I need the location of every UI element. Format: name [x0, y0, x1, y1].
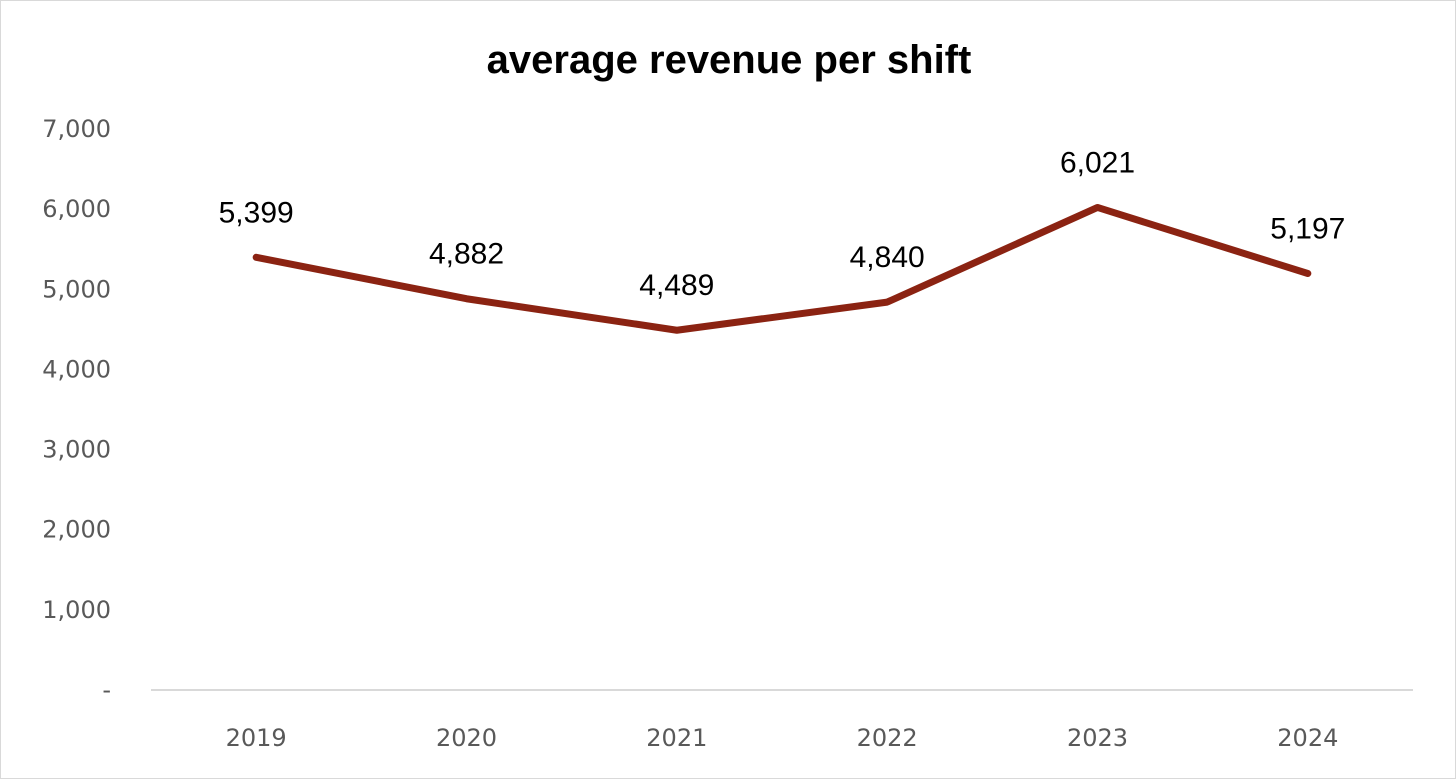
data-point [463, 295, 470, 302]
data-point [673, 327, 680, 334]
data-label: 4,840 [850, 241, 925, 274]
y-tick-label: 2,000 [42, 516, 111, 544]
y-tick-label: 4,000 [42, 355, 111, 383]
y-tick-label: 5,000 [42, 275, 111, 303]
data-point [1094, 204, 1101, 211]
x-tick-label: 2022 [857, 724, 918, 752]
x-axis: 2019 2020 2021 2022 2023 2024 [226, 724, 1339, 752]
chart-title: average revenue per shift [487, 38, 972, 82]
x-tick-label: 2020 [436, 724, 497, 752]
data-label: 4,489 [639, 269, 714, 302]
data-point [884, 299, 891, 306]
data-label: 6,021 [1060, 146, 1135, 179]
data-labels: 5,399 4,882 4,489 4,840 6,021 5,197 [219, 146, 1346, 302]
x-tick-label: 2024 [1277, 724, 1338, 752]
series-group [252, 203, 1312, 334]
data-point [1304, 270, 1311, 277]
y-tick-label: 1,000 [42, 596, 111, 624]
data-label: 4,882 [429, 238, 504, 271]
data-label: 5,399 [219, 196, 294, 229]
y-tick-label: - [102, 676, 111, 704]
x-tick-label: 2023 [1067, 724, 1128, 752]
y-tick-label: 7,000 [42, 115, 111, 143]
data-label: 5,197 [1270, 212, 1345, 245]
x-tick-label: 2019 [226, 724, 287, 752]
data-point [253, 254, 260, 261]
x-tick-label: 2021 [646, 724, 707, 752]
series-line [252, 203, 1312, 334]
y-tick-label: 6,000 [42, 195, 111, 223]
y-tick-label: 3,000 [42, 436, 111, 464]
y-axis: - 1,000 2,000 3,000 4,000 5,000 6,000 7,000 [42, 115, 111, 704]
